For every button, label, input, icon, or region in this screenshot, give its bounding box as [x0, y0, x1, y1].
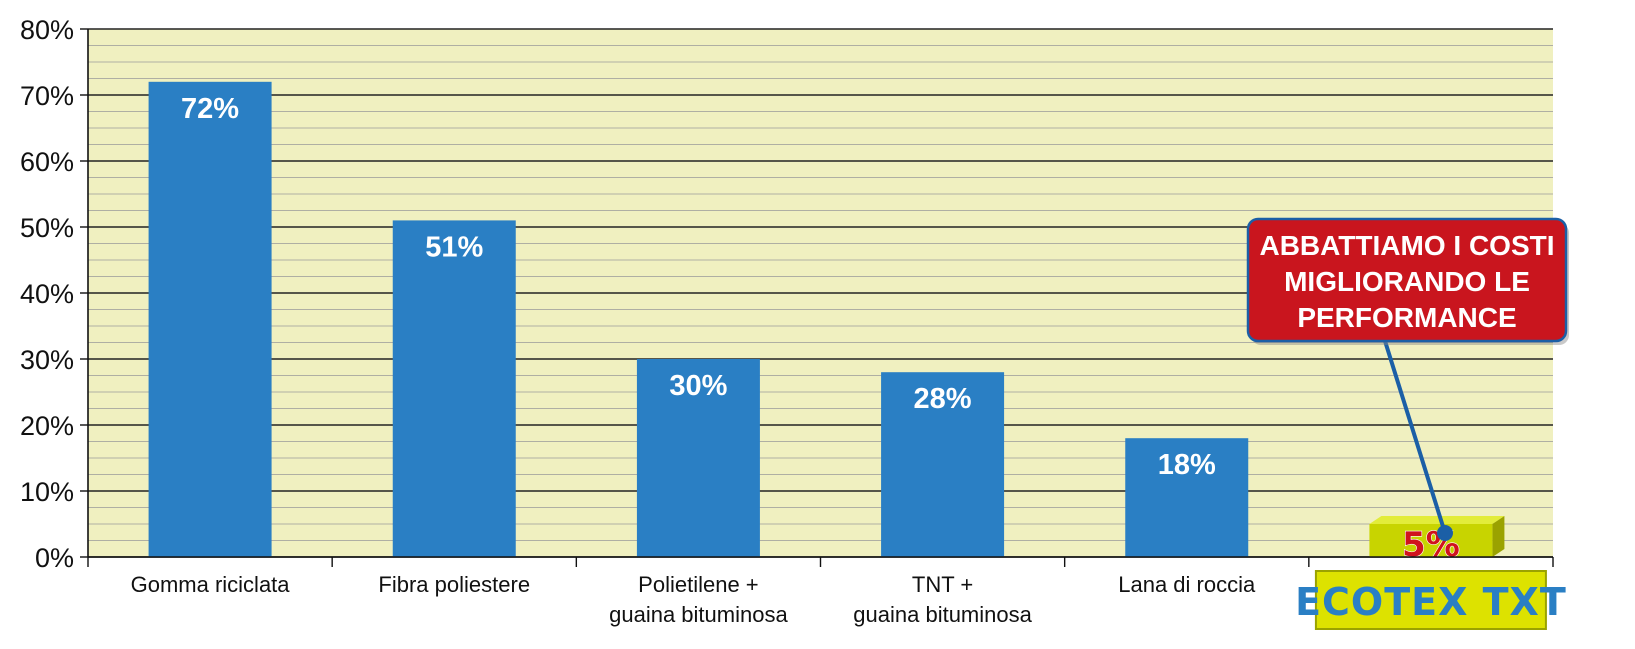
ecotex-logo-box [1314, 570, 1547, 630]
bar [392, 220, 516, 557]
bars [148, 81, 1505, 558]
callout: ABBATTIAMO I COSTI MIGLIORANDO LE PERFORMA… [1246, 217, 1569, 541]
axes [87, 29, 1554, 567]
y-tick-label: 80% [20, 15, 74, 45]
y-tick-label: 10% [20, 477, 74, 507]
y-tick-label: 30% [20, 345, 74, 375]
y-tick-label: 40% [20, 279, 74, 309]
y-tick-label: 60% [20, 147, 74, 177]
category-label: ECOTEX TXT [1295, 580, 1567, 624]
category-label: Polietilene + [638, 572, 758, 597]
callout-anchor-dot [1437, 525, 1453, 541]
category-label: Gomma riciclata [131, 572, 291, 597]
bar [881, 372, 1005, 557]
callout-text-line: PERFORMANCE [1297, 302, 1516, 333]
category-label: Lana di roccia [1118, 572, 1256, 597]
value-label: 72% [181, 93, 239, 125]
callout-connector [1383, 340, 1447, 534]
y-tick-label: 20% [20, 411, 74, 441]
value-label: 28% [914, 383, 972, 415]
bar [636, 359, 760, 557]
category-label: Fibra poliestere [378, 572, 530, 597]
callout-text-line: ABBATTIAMO I COSTI [1259, 230, 1554, 261]
category-label: TNT + [912, 572, 973, 597]
value-label: 18% [1158, 449, 1216, 481]
y-tick-label: 0% [35, 543, 74, 573]
category-label: guaina bituminosa [853, 602, 1032, 627]
bar-side-face [1492, 516, 1505, 557]
bar [1125, 438, 1249, 557]
bar [148, 81, 272, 558]
category-label: guaina bituminosa [609, 602, 788, 627]
value-label: 51% [425, 231, 483, 263]
y-tick-label: 50% [20, 213, 74, 243]
x-axis-category-labels: Gomma riciclata Fibra poliestere Polietile… [131, 570, 1567, 630]
y-tick-label: 70% [20, 81, 74, 111]
value-label: 30% [669, 370, 727, 402]
y-axis-ticks: 0% 10% 20% 30% 40% 50% 60% 70% 80% [20, 15, 88, 573]
callout-box [1246, 217, 1568, 343]
callout-text-line: MIGLIORANDO LE [1284, 266, 1530, 297]
bar [1369, 524, 1493, 557]
bar-top-face [1369, 516, 1505, 524]
